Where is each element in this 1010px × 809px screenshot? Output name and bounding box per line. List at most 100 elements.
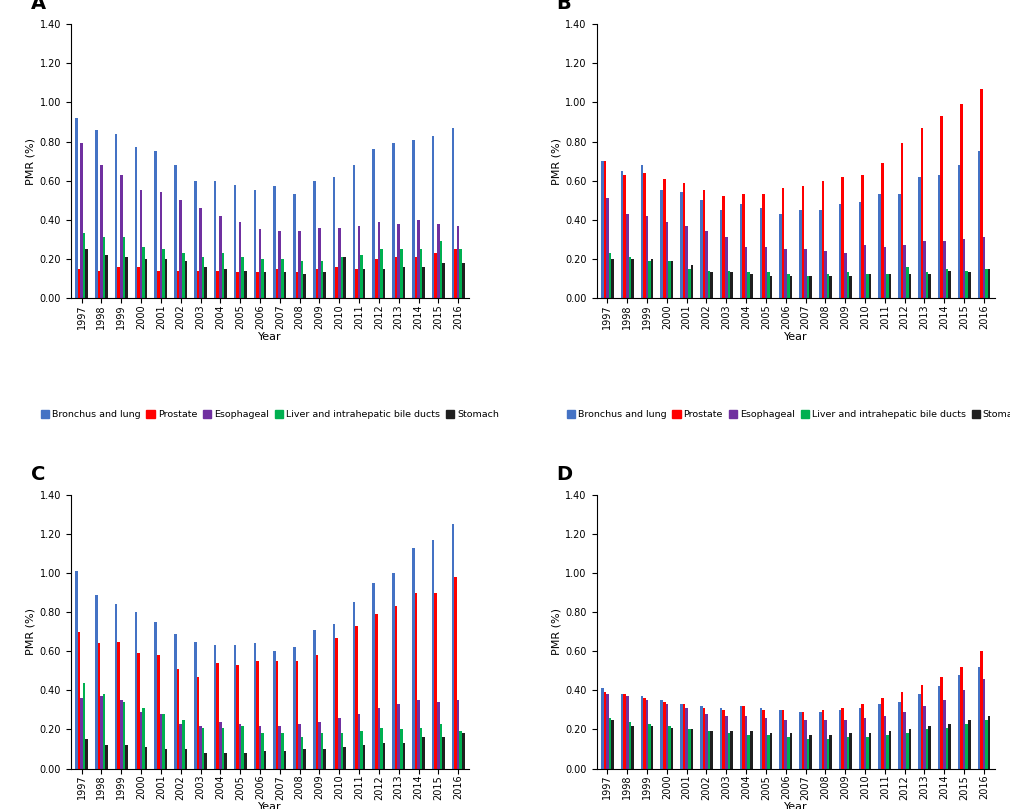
Bar xyxy=(722,197,725,298)
Bar xyxy=(318,722,321,769)
Bar xyxy=(906,267,909,298)
Bar xyxy=(799,712,802,769)
Bar xyxy=(434,253,437,298)
Bar xyxy=(980,89,983,298)
Bar xyxy=(867,274,869,298)
Bar xyxy=(765,718,768,769)
Bar xyxy=(120,175,122,298)
Y-axis label: PMR (%): PMR (%) xyxy=(551,608,562,655)
Bar xyxy=(881,698,884,769)
Bar xyxy=(204,267,207,298)
Bar xyxy=(420,249,422,298)
Bar xyxy=(827,274,829,298)
Bar xyxy=(412,548,415,769)
Bar xyxy=(609,718,611,769)
Bar xyxy=(886,274,889,298)
Bar xyxy=(185,260,187,298)
Bar xyxy=(945,727,948,769)
Bar xyxy=(763,194,765,298)
Bar xyxy=(236,665,238,769)
Bar xyxy=(807,277,809,298)
Bar xyxy=(298,231,301,298)
Bar xyxy=(120,700,122,769)
Bar xyxy=(827,739,829,769)
Bar xyxy=(799,210,802,298)
Bar xyxy=(785,249,787,298)
Bar xyxy=(963,690,966,769)
Bar xyxy=(323,749,326,769)
Bar xyxy=(730,273,733,298)
Bar xyxy=(889,731,891,769)
Bar xyxy=(439,723,442,769)
Bar xyxy=(940,676,943,769)
Bar xyxy=(727,734,730,769)
Bar xyxy=(417,700,420,769)
Bar xyxy=(846,273,849,298)
Bar xyxy=(909,730,911,769)
Bar xyxy=(400,249,403,298)
Bar xyxy=(785,720,787,769)
Bar xyxy=(86,249,88,298)
Bar xyxy=(403,267,405,298)
Bar xyxy=(432,136,434,298)
Bar xyxy=(276,661,279,769)
Bar xyxy=(691,265,693,298)
Bar xyxy=(356,269,358,298)
Bar xyxy=(125,257,127,298)
Bar xyxy=(940,116,943,298)
Bar xyxy=(375,614,378,769)
Bar xyxy=(81,143,83,298)
Bar xyxy=(340,257,343,298)
Bar xyxy=(688,269,691,298)
Bar xyxy=(821,180,824,298)
Bar xyxy=(763,710,765,769)
Bar xyxy=(321,260,323,298)
Bar xyxy=(219,216,221,298)
Bar xyxy=(259,230,262,298)
Bar xyxy=(985,269,988,298)
Bar xyxy=(442,263,444,298)
Bar xyxy=(648,723,650,769)
Bar xyxy=(199,208,202,298)
Bar xyxy=(739,204,742,298)
Bar xyxy=(626,214,628,298)
Bar xyxy=(157,270,160,298)
Bar xyxy=(335,267,338,298)
Bar xyxy=(879,704,881,769)
Bar xyxy=(881,163,884,298)
Bar xyxy=(601,161,604,298)
Bar xyxy=(710,273,713,298)
Bar xyxy=(943,700,945,769)
Bar xyxy=(650,259,653,298)
Bar xyxy=(804,249,807,298)
Bar xyxy=(957,165,961,298)
Bar xyxy=(352,165,356,298)
Bar xyxy=(221,253,224,298)
Bar xyxy=(380,249,383,298)
Bar xyxy=(338,227,340,298)
Bar xyxy=(105,255,108,298)
Bar xyxy=(142,247,144,298)
Bar xyxy=(281,259,284,298)
Bar xyxy=(160,714,163,769)
Bar xyxy=(451,128,455,298)
Bar xyxy=(725,716,727,769)
Bar xyxy=(650,726,653,769)
Bar xyxy=(889,274,891,298)
Y-axis label: PMR (%): PMR (%) xyxy=(25,608,35,655)
Bar xyxy=(244,753,246,769)
Bar xyxy=(216,663,219,769)
Bar xyxy=(115,133,117,298)
Bar xyxy=(703,190,705,298)
Bar xyxy=(139,190,142,298)
Bar xyxy=(301,737,303,769)
Bar xyxy=(938,175,940,298)
Bar xyxy=(858,708,862,769)
Bar xyxy=(378,222,380,298)
Bar xyxy=(898,194,901,298)
Bar xyxy=(703,708,705,769)
Bar xyxy=(838,710,841,769)
Bar xyxy=(802,187,804,298)
Bar xyxy=(224,753,227,769)
Bar xyxy=(829,735,832,769)
